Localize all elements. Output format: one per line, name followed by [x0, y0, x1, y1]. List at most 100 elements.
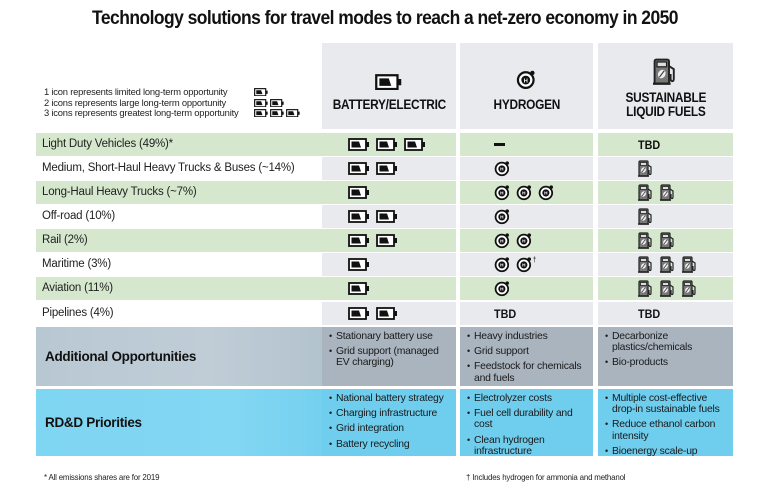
table-row: Aviation (11%) H	[36, 277, 733, 300]
battery-icon	[348, 234, 369, 247]
battery-cell	[322, 277, 456, 300]
additional-battery-cell: Stationary battery use Grid support (mana…	[322, 327, 456, 386]
fuel-pump-icon	[638, 232, 652, 249]
tbd-label: TBD	[494, 306, 517, 321]
travel-mode-label: Pipelines (4%)	[36, 302, 322, 325]
legend-icons	[254, 88, 268, 97]
svg-text:H: H	[522, 239, 526, 245]
legend-icons	[254, 98, 284, 107]
svg-text:H: H	[500, 287, 504, 293]
table-row: Maritime (3%) H H †	[36, 253, 733, 276]
travel-mode-label: Off-road (10%)	[36, 205, 322, 228]
svg-text:H: H	[500, 191, 504, 197]
battery-icon	[376, 162, 397, 175]
bullet-item: Heavy industries	[467, 331, 589, 342]
dagger-footnote-mark: †	[532, 257, 537, 264]
column-header-battery: BATTERY/ELECTRIC	[322, 43, 456, 129]
fuel-pump-icon	[638, 208, 652, 225]
legend-row-2: 2 icons represents large long-term oppor…	[44, 97, 300, 109]
hydrogen-cell: H	[460, 205, 593, 228]
hydrogen-icon: H	[538, 185, 553, 201]
column-label: SUSTAINABLE LIQUID FUELS	[625, 90, 706, 119]
bullet-item: Charging infrastructure	[329, 408, 452, 419]
hydrogen-icon: H	[516, 257, 531, 273]
battery-icon	[348, 162, 369, 175]
hydrogen-cell: H H †	[460, 253, 593, 276]
dash-not-applicable	[494, 143, 505, 146]
legend-text: 1 icon represents limited long-term oppo…	[44, 86, 228, 97]
additional-slf-cell: Decarbonize plastics/chemicals Bio-produc…	[598, 327, 733, 386]
bullet-item: Multiple cost-effective drop-in sustaina…	[605, 393, 729, 415]
battery-cell	[322, 133, 456, 156]
battery-cell	[322, 253, 456, 276]
travel-mode-label: Aviation (11%)	[36, 277, 322, 300]
battery-icon	[254, 109, 268, 118]
battery-header-icon	[375, 73, 403, 90]
battery-icon	[348, 186, 369, 199]
column-header-hydrogen: H HYDROGEN	[460, 43, 593, 129]
table-row: Rail (2%) H H	[36, 229, 733, 252]
legend: 1 icon represents limited long-term oppo…	[44, 86, 300, 119]
sustainable-fuels-cell: TBD	[598, 133, 733, 156]
legend-row-3: 3 icons represents greatest long-term op…	[44, 107, 300, 119]
battery-icon	[254, 88, 268, 97]
battery-icon	[254, 98, 268, 107]
table-row: Pipelines (4%) TBD TBD	[36, 302, 733, 325]
fuel-pump-icon	[660, 184, 674, 201]
svg-text:H: H	[500, 239, 504, 245]
sustainable-fuels-cell: TBD	[598, 302, 733, 325]
travel-mode-label: Rail (2%)	[36, 229, 322, 252]
hydrogen-icon: H	[494, 161, 510, 177]
hydrogen-icon: H	[494, 209, 510, 225]
sustainable-fuels-cell	[598, 181, 733, 204]
battery-icon	[269, 109, 284, 118]
battery-icon	[348, 282, 369, 295]
sustainable-fuels-cell	[598, 229, 733, 252]
sustainable-fuels-cell	[598, 253, 733, 276]
travel-mode-label: Maritime (3%)	[36, 253, 322, 276]
hydrogen-icon: H	[494, 281, 510, 297]
hydrogen-icon: H	[516, 185, 531, 201]
hydrogen-icon: H	[494, 233, 510, 249]
bullet-item: Grid integration	[329, 423, 452, 434]
battery-icon	[269, 98, 284, 107]
bullet-item: Bio-products	[605, 357, 729, 368]
footnote-emissions: * All emissions shares are for 2019	[44, 472, 160, 482]
hydrogen-icon: H	[494, 257, 510, 273]
bullet-item: Battery recycling	[329, 439, 452, 450]
hydrogen-icon: H	[516, 233, 531, 249]
svg-text:H: H	[500, 167, 504, 173]
row-label: RD&D Priorities	[36, 389, 322, 456]
hydrogen-icon: H	[494, 185, 510, 201]
fuel-pump-icon	[638, 280, 652, 297]
battery-icon	[348, 258, 369, 271]
bullet-item: Grid support (managed EV charging)	[329, 346, 452, 368]
battery-icon	[404, 138, 425, 151]
table-row: Medium, Short-Haul Heavy Trucks & Buses …	[36, 157, 733, 180]
svg-text:H: H	[522, 191, 526, 197]
table-row: Off-road (10%) H	[36, 205, 733, 228]
bullet-item: Bioenergy scale-up	[605, 446, 729, 457]
footnote-hydrogen: † Includes hydrogen for ammonia and meth…	[466, 472, 626, 482]
hydrogen-cell: H	[460, 277, 593, 300]
bullet-item: National battery strategy	[329, 393, 452, 404]
additional-opportunities-row: Additional Opportunities Stationary batt…	[36, 327, 733, 386]
svg-text:H: H	[544, 191, 548, 197]
table-row: Light Duty Vehicles (49%)* TBD	[36, 133, 733, 156]
bullet-item: Feedstock for chemicals and fuels	[467, 361, 589, 383]
legend-row-1: 1 icon represents limited long-term oppo…	[44, 86, 300, 98]
additional-hydrogen-cell: Heavy industries Grid support Feedstock fo…	[460, 327, 593, 386]
bullet-item: Stationary battery use	[329, 331, 452, 342]
rdd-slf-cell: Multiple cost-effective drop-in sustaina…	[598, 389, 733, 457]
sustainable-fuels-cell	[598, 277, 733, 300]
hydrogen-cell: H H	[460, 229, 593, 252]
rdd-priorities-row: RD&D Priorities National battery strateg…	[36, 389, 733, 457]
page-title: Technology solutions for travel modes to…	[92, 8, 678, 29]
fuel-pump-icon	[652, 58, 675, 85]
fuel-pump-icon	[638, 184, 652, 201]
battery-icon	[376, 234, 397, 247]
hydrogen-cell	[460, 133, 593, 156]
bullet-item: Grid support	[467, 346, 589, 357]
fuel-pump-icon	[638, 256, 652, 273]
battery-icon	[375, 73, 402, 90]
